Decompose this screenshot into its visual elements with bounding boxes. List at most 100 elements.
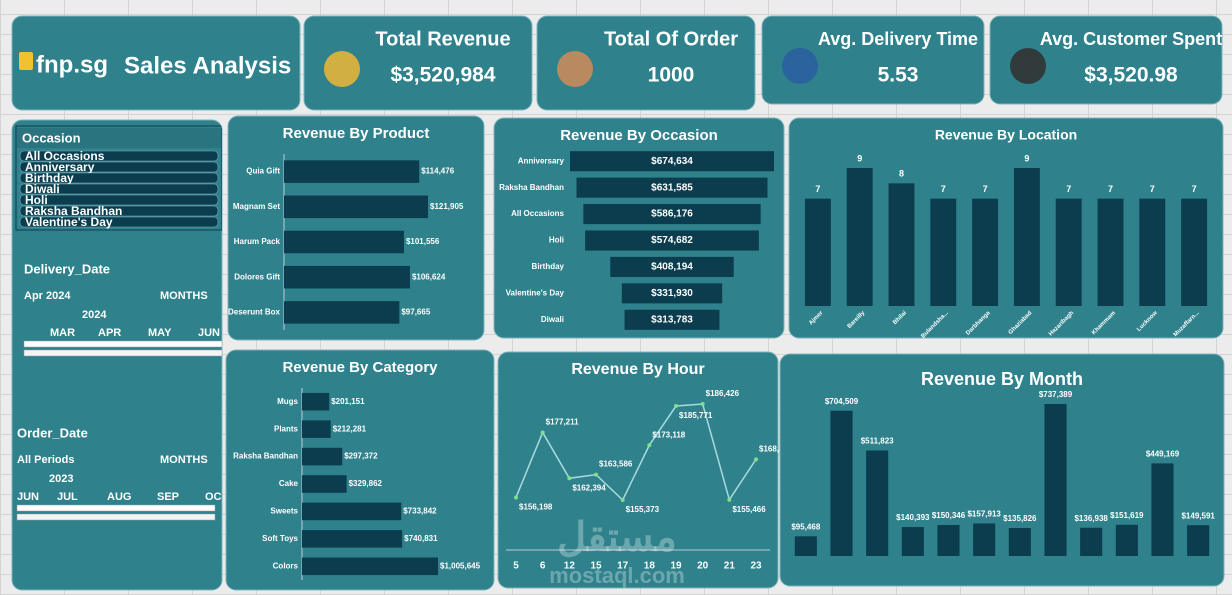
slicer-item[interactable] [19,150,219,162]
slicer-item[interactable] [19,183,219,195]
timeline-month[interactable]: APR [98,327,121,339]
slicer-item-label[interactable]: All Occasions [25,149,105,163]
slicer-item-label[interactable]: Holi [25,193,48,207]
slicer-item-label[interactable]: Birthday [25,171,74,185]
timeline-month[interactable]: AUG [107,491,131,503]
category-label: 5 [513,561,519,572]
value-label: $408,194 [651,262,693,273]
timeline-year: 2023 [49,473,73,485]
slicer-item-label[interactable]: Raksha Bandhan [25,204,122,218]
bar [1181,198,1208,306]
category-label: Quia Gift [246,167,280,176]
chart-title: Revenue By Location [935,127,1077,143]
watermark: مستقل [557,516,677,560]
category-label: 12 [564,561,576,572]
slicer-item-label[interactable]: Anniversary [25,160,95,174]
timeline-month[interactable]: MAR [50,327,75,339]
slicer-item[interactable] [19,205,219,217]
kpi-label: Total Of Order [604,28,738,50]
kpi-value: $3,520,984 [390,64,495,87]
kpi-icon [557,51,593,87]
category-label: 21 [724,561,736,572]
bar [302,557,438,576]
timeline-scroll[interactable] [23,349,222,357]
timeline-month[interactable]: JUN [198,327,220,339]
point [754,457,758,462]
bar [621,283,723,304]
bar [1115,524,1138,556]
value-label: $201,151 [331,397,365,406]
category-label: Anniversary [518,156,565,165]
bar [302,420,331,438]
slicer-item[interactable] [19,161,219,173]
bar [846,168,873,306]
timeline-month[interactable]: JUN [17,491,39,503]
value-label: $740,831 [404,534,438,543]
category-label: Raksha Bandhan [233,452,298,461]
value-label: $97,665 [401,308,430,317]
bar [302,530,403,548]
bar [284,195,428,219]
value-label: 8 [899,169,904,179]
timeline-bar [16,504,216,512]
bar [302,502,402,521]
bar [1151,463,1174,556]
bar [302,447,343,466]
category-label: 18 [644,561,656,572]
value-label: $162,394 [572,483,606,492]
bar [937,525,960,556]
panel [303,15,533,111]
bar [804,198,831,306]
bar [888,183,915,306]
bar [302,392,330,411]
value-label: $331,930 [651,288,693,299]
kpi-value: 1000 [648,64,695,87]
value-label: $733,842 [403,507,437,516]
timeline-month[interactable]: MAY [148,327,172,339]
category-label: 19 [670,561,682,572]
panel [989,15,1223,105]
bar [901,527,924,556]
category-label: 17 [617,561,629,572]
timeline-scroll[interactable] [16,513,216,521]
kpi-value: $3,520.98 [1084,64,1178,87]
value-label: $151,619 [1110,511,1144,520]
value-label: $173,118 [652,430,685,439]
value-label: $106,624 [412,272,446,281]
value-label: $136,938 [1074,514,1108,523]
timeline-period: Apr 2024 [24,290,71,302]
bar [830,410,853,556]
slicer-item-label[interactable]: Diwali [25,182,60,196]
bar [585,230,759,251]
category-label: Deserunt Box [228,308,281,317]
slicer-item[interactable] [19,172,219,184]
value-label: 7 [983,184,988,194]
value-label: $168,511 [759,444,792,453]
timeline-month[interactable]: OC [205,491,222,503]
value-label: $586,176 [651,209,693,220]
panel [493,117,785,339]
value-label: $135,826 [1003,514,1037,523]
timeline-title: Order_Date [17,425,88,440]
value-label: $212,281 [333,424,367,433]
bar [610,256,734,277]
value-label: $297,372 [344,452,378,461]
bar [570,151,774,172]
panel [536,15,756,111]
category-label: 23 [750,561,762,572]
timeline-month[interactable]: SEP [157,491,179,503]
timeline-month[interactable]: JUL [57,491,78,503]
bar [930,198,957,306]
value-label: $101,556 [406,237,440,246]
slicer-item[interactable] [19,216,219,228]
point [540,430,545,435]
point [514,495,518,500]
bar [1013,168,1040,306]
slicer-item-label[interactable]: Valentine's Day [25,215,113,229]
value-label: $574,682 [651,235,693,246]
watermark: mostaql.com [549,563,685,588]
slicer-item[interactable] [19,194,219,206]
kpi-label: Total Revenue [375,28,510,50]
chart-title: Revenue By Occasion [560,127,718,144]
